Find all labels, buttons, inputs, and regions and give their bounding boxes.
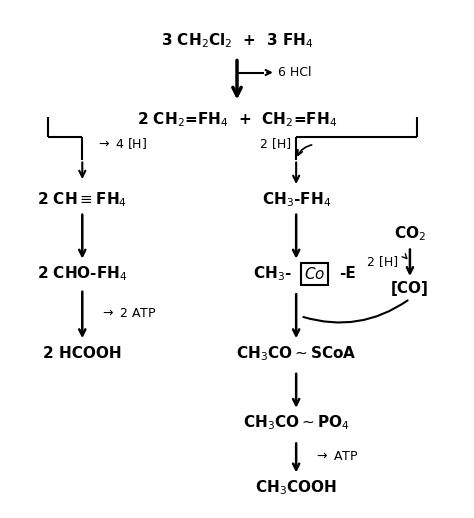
- Text: $\rightarrow$ 4 [H]: $\rightarrow$ 4 [H]: [96, 136, 147, 151]
- Text: [CO]: [CO]: [391, 281, 429, 296]
- Text: -E: -E: [339, 266, 356, 281]
- Text: CO$_2$: CO$_2$: [394, 225, 426, 243]
- Text: $\it{Co}$: $\it{Co}$: [304, 266, 325, 282]
- Text: 2 [H]: 2 [H]: [367, 255, 399, 268]
- Text: 2 CH$\equiv$FH$_4$: 2 CH$\equiv$FH$_4$: [37, 190, 128, 209]
- Text: CH$_3$CO$\sim$PO$_4$: CH$_3$CO$\sim$PO$_4$: [243, 414, 349, 433]
- Text: 2 CH$_2$=FH$_4$  +  CH$_2$=FH$_4$: 2 CH$_2$=FH$_4$ + CH$_2$=FH$_4$: [137, 110, 337, 129]
- Text: 3 CH$_2$Cl$_2$  +  3 FH$_4$: 3 CH$_2$Cl$_2$ + 3 FH$_4$: [161, 31, 313, 50]
- Text: 2 CHO-FH$_4$: 2 CHO-FH$_4$: [37, 265, 128, 283]
- Text: CH$_3$CO$\sim$SCoA: CH$_3$CO$\sim$SCoA: [236, 344, 356, 363]
- Text: CH$_3$-FH$_4$: CH$_3$-FH$_4$: [262, 190, 331, 209]
- Text: 2 HCOOH: 2 HCOOH: [43, 346, 122, 361]
- Text: CH$_3$-: CH$_3$-: [253, 265, 292, 283]
- Text: CH$_3$COOH: CH$_3$COOH: [255, 479, 337, 497]
- Text: 2 [H]: 2 [H]: [261, 137, 292, 150]
- Text: 6 HCl: 6 HCl: [278, 66, 311, 79]
- Text: $\rightarrow$ ATP: $\rightarrow$ ATP: [314, 451, 359, 464]
- Text: $\rightarrow$ 2 ATP: $\rightarrow$ 2 ATP: [100, 307, 157, 320]
